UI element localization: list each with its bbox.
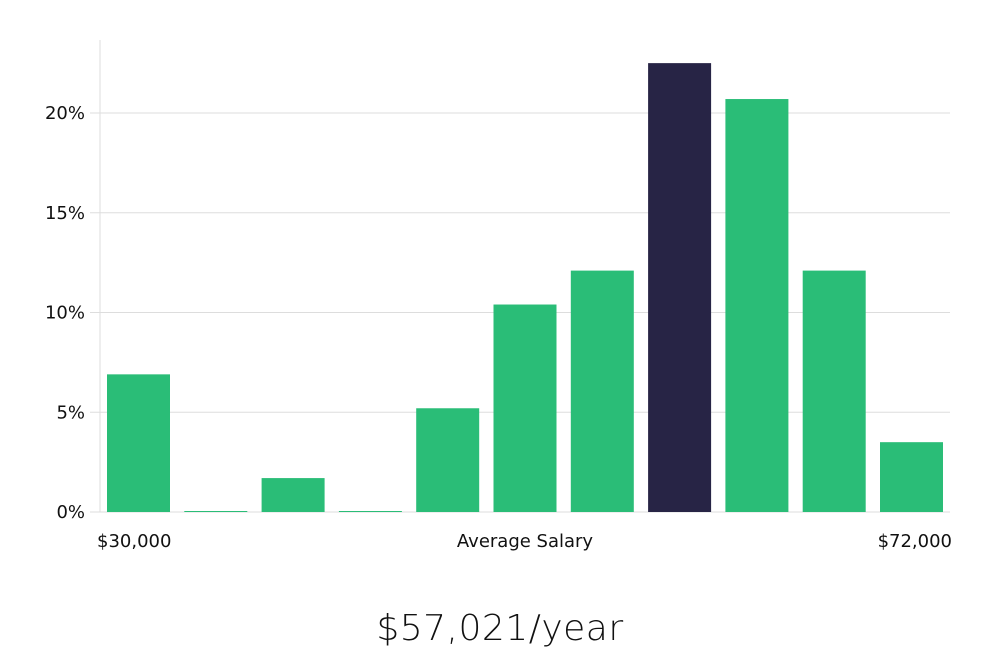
bar: [338, 511, 402, 512]
bar: [725, 99, 789, 512]
y-axis-ticks: 0% 5% 10% 15% 20%: [45, 103, 85, 523]
x-axis-min-label: $30,000: [97, 531, 171, 552]
bar: [184, 511, 248, 512]
salary-histogram: 0% 5% 10% 15% 20% $30,000 Average Salary $72…: [45, 40, 952, 552]
average-salary-value: $57,021/year: [376, 608, 624, 649]
bar: [493, 304, 557, 512]
bar: [880, 442, 943, 512]
x-axis-title: Average Salary: [457, 531, 594, 552]
bar: [261, 478, 325, 512]
bar: [416, 408, 480, 512]
bar: [107, 374, 170, 512]
y-tick-label: 10%: [45, 303, 85, 324]
y-tick-label: 5%: [56, 402, 85, 423]
bars: [107, 63, 943, 512]
x-axis-max-label: $72,000: [878, 531, 952, 552]
bar: [570, 270, 634, 512]
bar: [802, 270, 866, 512]
y-tick-label: 0%: [56, 502, 85, 523]
bar-highlighted: [648, 63, 712, 512]
y-tick-label: 15%: [45, 203, 85, 224]
y-tick-label: 20%: [45, 103, 85, 124]
